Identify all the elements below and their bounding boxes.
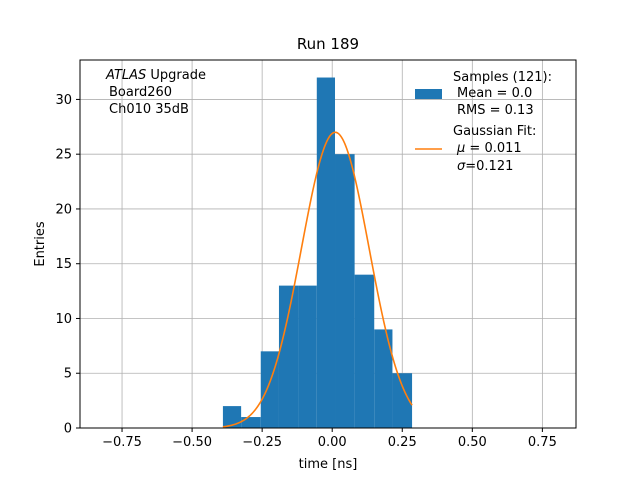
axis-ticks: −0.75 −0.50 −0.25 0.00 0.25 0.50 0.75 0 5 10 15 20 2…	[55, 93, 556, 450]
mu-value: = 0.011	[465, 141, 521, 156]
annotation-line-1: ATLAS Upgrade	[105, 68, 206, 83]
y-tick-label: 25	[55, 148, 72, 163]
atlas-label: ATLAS	[105, 68, 146, 83]
legend-hist-swatch	[415, 89, 442, 99]
x-tick-label: −0.50	[172, 435, 212, 450]
x-tick-label: 0.25	[388, 435, 417, 450]
histogram-bars	[222, 77, 413, 429]
y-tick-label: 15	[55, 257, 72, 272]
y-tick-label: 10	[55, 312, 72, 327]
y-axis-title: Entries	[33, 221, 48, 267]
legend-mu: μ = 0.011	[456, 141, 522, 156]
histogram-bar	[278, 285, 299, 428]
axes-frame	[79, 59, 577, 429]
legend-fit-title: Gaussian Fit:	[453, 124, 536, 139]
gaussian-fit-curve	[222, 131, 413, 428]
y-tick-label: 5	[64, 367, 72, 382]
x-tick-label: 0.00	[318, 435, 347, 450]
histogram-bar	[335, 154, 355, 428]
histogram-bar	[298, 285, 317, 428]
legend-samples: Samples (121):	[453, 70, 552, 85]
upgrade-label: Upgrade	[146, 68, 206, 83]
sigma-value: =0.121	[465, 159, 513, 174]
histogram-bar	[392, 373, 413, 428]
chart-title: Run 189	[297, 35, 359, 53]
atlas-annotation: ATLAS Upgrade Board260 Ch010 35dB	[105, 68, 206, 117]
histogram-bar	[354, 274, 375, 428]
annotation-board: Board260	[109, 85, 172, 100]
sigma-symbol: σ	[457, 159, 466, 174]
legend-rms: RMS = 0.13	[457, 103, 534, 118]
y-tick-label: 20	[55, 202, 72, 217]
legend-sigma: σ=0.121	[457, 159, 513, 174]
y-tick-label: 0	[64, 422, 72, 437]
legend-mean: Mean = 0.0	[457, 86, 532, 101]
x-tick-label: 0.75	[528, 435, 557, 450]
histogram-bar	[374, 329, 393, 428]
mu-symbol: μ	[456, 141, 465, 156]
histogram-bar	[222, 406, 242, 428]
x-axis-title: time [ns]	[299, 457, 358, 472]
y-tick-label: 30	[55, 93, 72, 108]
x-tick-label: −0.25	[242, 435, 282, 450]
legend: Samples (121): Mean = 0.0 RMS = 0.13 Gau…	[415, 70, 552, 174]
annotation-channel: Ch010 35dB	[109, 102, 189, 117]
histogram-bar	[316, 77, 336, 429]
histogram-bar	[241, 417, 261, 428]
x-tick-label: −0.75	[102, 435, 142, 450]
x-tick-label: 0.50	[458, 435, 487, 450]
